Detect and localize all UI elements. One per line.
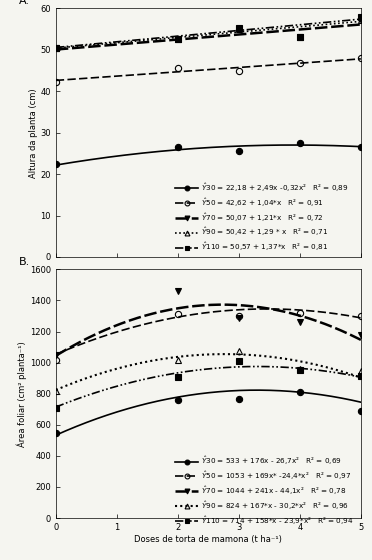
Text: B.: B. bbox=[19, 257, 31, 267]
Text: A.: A. bbox=[19, 0, 30, 6]
Legend: $\hat{Y}$30 = 22,18 + 2,49x -0,32x²   R² = 0,89, $\hat{Y}$50 = 42,62 + 1,04*x   : $\hat{Y}$30 = 22,18 + 2,49x -0,32x² R² =… bbox=[175, 181, 349, 253]
Legend: $\hat{Y}$30 = 533 + 176x - 26,7x²   R² = 0,69, $\hat{Y}$50 = 1053 + 169x* -24,4*: $\hat{Y}$30 = 533 + 176x - 26,7x² R² = 0… bbox=[175, 455, 354, 527]
X-axis label: Doses de torta de mamona (t ha⁻¹): Doses de torta de mamona (t ha⁻¹) bbox=[134, 535, 282, 544]
Y-axis label: Área foliar (cm² planta⁻¹): Área foliar (cm² planta⁻¹) bbox=[16, 341, 27, 446]
Y-axis label: Altura da planta (cm): Altura da planta (cm) bbox=[29, 88, 38, 178]
